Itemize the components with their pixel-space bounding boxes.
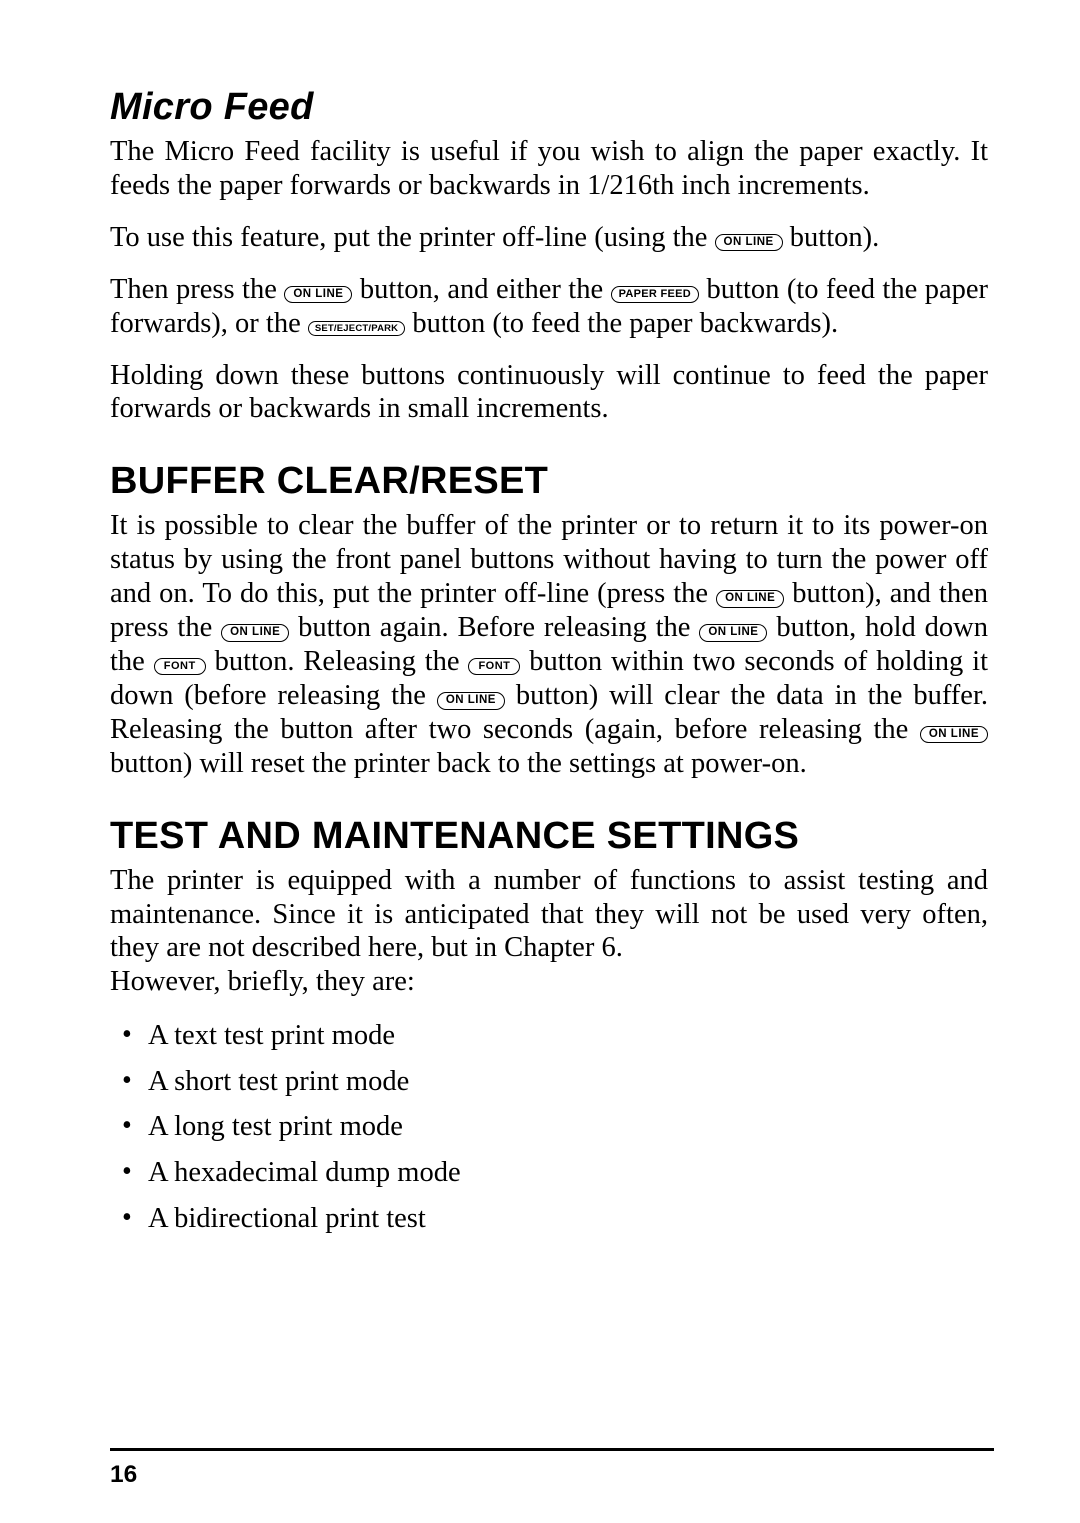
list-item: A hexadecimal dump mode [148, 1150, 988, 1196]
online-button-icon: ON LINE [437, 692, 505, 710]
page: Micro Feed The Micro Feed facility is us… [0, 0, 1080, 1523]
list-item: A short test print mode [148, 1059, 988, 1105]
list-item: A bidirectional print test [148, 1196, 988, 1242]
text-fragment: button again. Before releasing the [289, 612, 699, 643]
text-fragment: button). [783, 222, 880, 253]
text-fragment: button. Releasing the [206, 646, 469, 677]
font-button-icon: FONT [468, 658, 520, 675]
text-fragment: button (to feed the paper backwards). [405, 308, 838, 339]
test-maintenance-list: A text test print mode A short test prin… [110, 1013, 988, 1241]
micro-feed-p3: Then press the ON LINE button, and eithe… [110, 273, 988, 341]
test-maintenance-p2: However, briefly, they are: [110, 965, 988, 999]
text-fragment: button) will reset the printer back to t… [110, 748, 807, 779]
list-item: A long test print mode [148, 1104, 988, 1150]
list-item: A text test print mode [148, 1013, 988, 1059]
online-button-icon: ON LINE [715, 234, 783, 252]
online-button-icon: ON LINE [716, 590, 784, 608]
page-number: 16 [110, 1461, 137, 1489]
paper-feed-button-icon: PAPER FEED [611, 286, 699, 303]
buffer-clear-title: BUFFER CLEAR/RESET [110, 460, 988, 503]
micro-feed-title: Micro Feed [110, 86, 988, 129]
online-button-icon: ON LINE [221, 624, 289, 642]
micro-feed-p2: To use this feature, put the printer off… [110, 221, 988, 255]
online-button-icon: ON LINE [920, 726, 988, 744]
online-button-icon: ON LINE [699, 624, 767, 642]
text-fragment: Then press the [110, 274, 284, 305]
text-fragment: To use this feature, put the printer off… [110, 222, 715, 253]
online-button-icon: ON LINE [284, 286, 352, 304]
test-maintenance-p1: The printer is equipped with a number of… [110, 864, 988, 966]
font-button-icon: FONT [154, 658, 206, 675]
text-fragment: button, and either the [352, 274, 610, 305]
horizontal-rule [110, 1448, 994, 1451]
micro-feed-p1: The Micro Feed facility is useful if you… [110, 135, 988, 203]
buffer-clear-p1: It is possible to clear the buffer of th… [110, 509, 988, 780]
set-eject-park-button-icon: SET/EJECT/PARK [308, 321, 405, 336]
test-maintenance-title: TEST AND MAINTENANCE SETTINGS [110, 815, 988, 858]
micro-feed-p4: Holding down these buttons continuously … [110, 359, 988, 427]
